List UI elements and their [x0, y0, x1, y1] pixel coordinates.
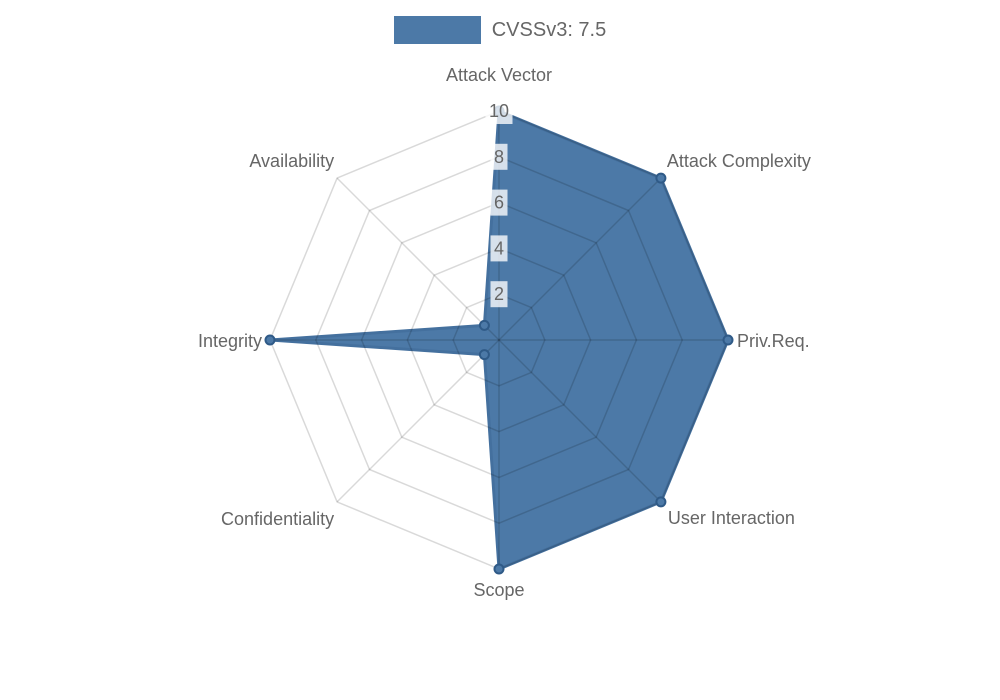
grid-ring — [452, 293, 546, 387]
tick-backdrop — [490, 189, 508, 216]
axis-label-user-interaction: User Interaction — [668, 508, 795, 528]
tick-label: 2 — [494, 284, 504, 304]
data-point-user-interaction[interactable] — [655, 496, 667, 508]
axis-label-scope: Scope — [473, 580, 524, 600]
tick-backdrop — [485, 98, 513, 124]
tick-backdrop — [490, 281, 508, 308]
tick-label: 4 — [494, 238, 504, 258]
data-point-availability[interactable] — [478, 319, 490, 331]
data-point-confidentiality[interactable] — [478, 349, 490, 361]
grid-ring — [314, 155, 684, 525]
axis-label-attack-vector: Attack Vector — [446, 65, 552, 85]
grid-ring — [360, 201, 638, 479]
axis-label-priv-req: Priv.Req. — [737, 331, 810, 351]
angle-line — [498, 177, 662, 341]
angle-line — [336, 339, 500, 503]
legend-label: CVSSv3: 7.5 — [491, 18, 607, 41]
grid-ring — [406, 247, 592, 433]
tick-label: 10 — [489, 101, 509, 121]
axis-label-confidentiality: Confidentiality — [221, 509, 334, 529]
data-point-integrity[interactable] — [264, 334, 276, 346]
angle-line — [336, 177, 500, 341]
data-point-attack-complexity[interactable] — [655, 172, 667, 184]
tick-backdrop — [490, 235, 508, 262]
tick-label: 8 — [494, 147, 504, 167]
data-point-priv-req[interactable] — [722, 334, 734, 346]
data-point-scope[interactable] — [493, 563, 505, 575]
chart-legend-item[interactable]: CVSSv3: 7.5 — [0, 16, 1000, 44]
axis-label-attack-complexity: Attack Complexity — [667, 151, 811, 171]
legend-swatch — [393, 16, 481, 44]
tick-label: 6 — [494, 193, 504, 213]
angle-line — [498, 339, 662, 503]
axis-label-integrity: Integrity — [198, 331, 262, 351]
axis-label-availability: Availability — [249, 151, 334, 171]
tick-backdrop — [490, 143, 508, 170]
